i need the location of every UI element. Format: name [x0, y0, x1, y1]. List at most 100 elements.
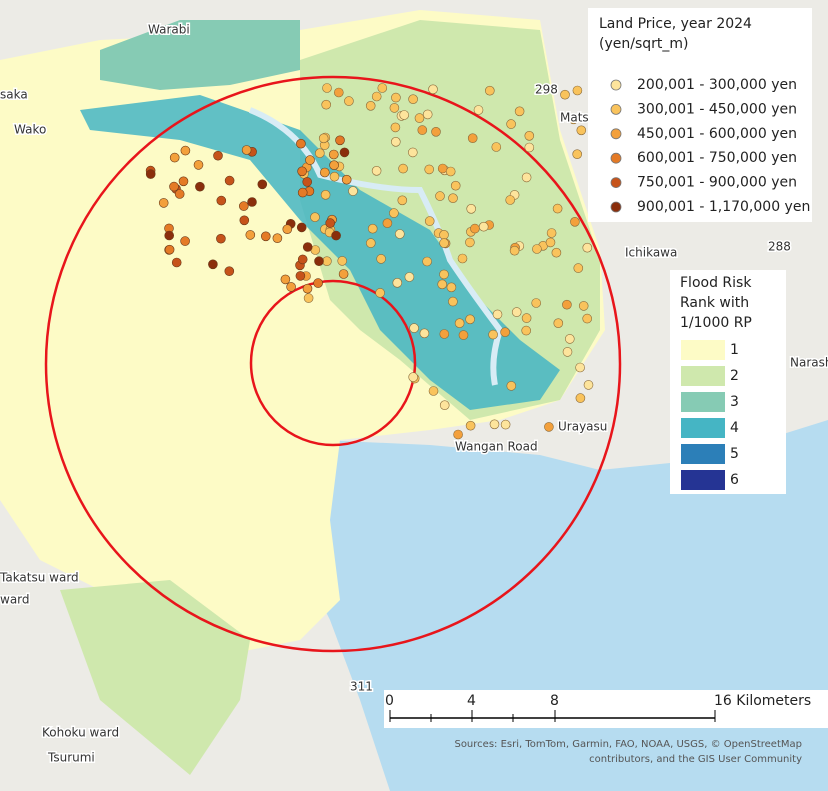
price-point	[302, 242, 313, 252]
price-point	[260, 231, 271, 242]
price-point	[422, 256, 432, 267]
price-point	[431, 127, 441, 137]
price-point	[457, 253, 468, 264]
price-point	[417, 125, 428, 135]
place-label: Takatsu ward	[0, 571, 79, 585]
legend-label: 6	[730, 472, 739, 488]
price-point	[428, 84, 438, 95]
price-point	[367, 223, 378, 234]
price-point	[509, 245, 520, 256]
price-point	[414, 113, 425, 123]
price-point	[171, 257, 182, 268]
price-point	[193, 160, 204, 170]
price-point	[371, 91, 382, 102]
legend-label: 1	[730, 342, 739, 358]
price-point	[208, 259, 218, 270]
price-point	[532, 244, 542, 254]
price-point	[408, 372, 419, 382]
price-point	[506, 381, 517, 391]
price-point	[500, 419, 511, 430]
place-label: Matsu	[560, 111, 596, 125]
price-point	[521, 325, 532, 336]
price-point	[524, 142, 535, 153]
place-label: Ichikawa	[625, 246, 677, 260]
price-point	[424, 216, 435, 226]
price-point	[392, 277, 403, 288]
price-point	[329, 171, 340, 182]
price-point	[458, 330, 469, 340]
place-label: Kohoku ward	[42, 726, 119, 740]
legend-label: 5	[730, 446, 739, 462]
price-point	[303, 293, 314, 303]
place-label: saka	[0, 88, 28, 102]
legend-title: 1/1000 RP	[680, 315, 752, 331]
price-point	[546, 228, 557, 238]
legend-symbol	[610, 104, 622, 115]
price-point	[337, 256, 348, 266]
price-point	[297, 187, 308, 198]
price-point	[169, 152, 180, 163]
price-point	[478, 221, 489, 232]
price-point	[335, 135, 345, 146]
legend-title: Land Price, year 2024	[599, 16, 752, 32]
price-point	[473, 105, 484, 115]
price-point	[575, 393, 586, 403]
price-point	[435, 191, 445, 201]
price-point	[338, 269, 349, 279]
price-point	[572, 85, 583, 96]
price-point	[296, 222, 307, 233]
price-points	[145, 83, 594, 440]
legend-symbol	[610, 201, 622, 213]
price-point	[180, 236, 190, 246]
flood-zone-2-south	[60, 580, 250, 775]
price-point	[562, 347, 573, 357]
price-point	[524, 131, 535, 141]
price-point	[239, 215, 250, 226]
price-point	[377, 83, 388, 93]
price-point	[454, 318, 465, 329]
legend-symbol	[610, 79, 622, 91]
price-point	[239, 201, 249, 211]
price-point	[500, 327, 510, 338]
price-point	[325, 218, 336, 228]
price-point	[397, 195, 408, 206]
price-point	[446, 282, 457, 293]
price-point	[489, 419, 500, 430]
price-point	[297, 254, 308, 265]
place-label: Narash	[790, 356, 828, 370]
price-point	[407, 147, 418, 158]
flood-legend: Flood Risk Rank with 1/1000 RP 1 2 3 4 5 6	[670, 270, 786, 494]
scale-bar-box	[384, 690, 828, 728]
legend-symbol	[610, 177, 622, 189]
price-point	[169, 181, 179, 192]
flood-zone-3	[100, 20, 300, 90]
price-point	[321, 99, 332, 110]
price-point	[448, 296, 458, 307]
scale-label: 4	[467, 693, 476, 709]
price-point	[224, 266, 235, 277]
price-point	[178, 176, 189, 187]
legend-label: 200,001 - 300,000 yen	[637, 77, 797, 93]
price-point	[328, 149, 339, 160]
price-point	[180, 145, 191, 156]
price-point	[583, 380, 594, 390]
scale-label: 8	[550, 693, 559, 709]
price-point	[399, 110, 410, 120]
price-point	[439, 400, 450, 411]
legend-box	[588, 8, 812, 222]
attribution: contributors, and the GIS User Community	[589, 754, 802, 765]
price-point	[439, 269, 449, 280]
road-label: 311	[350, 680, 373, 694]
price-point	[297, 166, 307, 177]
place-label: Warabi	[148, 23, 190, 37]
price-point	[439, 230, 449, 240]
price-point	[544, 422, 554, 432]
price-point	[445, 166, 456, 177]
price-point	[531, 298, 542, 308]
price-point	[575, 362, 585, 373]
price-point	[296, 138, 306, 149]
price-point	[424, 164, 435, 175]
price-point	[339, 147, 350, 158]
price-point	[371, 166, 382, 176]
